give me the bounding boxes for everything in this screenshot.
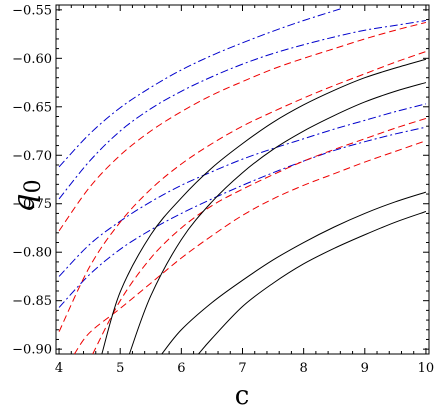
series-line-6 <box>58 51 427 332</box>
ticks-layer: 4 5 6 7 8 9 10 −0.55 −0.60 −0.65 −0.70 −0.75 −0.80 −0… <box>12 3 434 376</box>
series-line-5 <box>58 21 427 232</box>
x-tick-label: 7 <box>238 361 246 376</box>
x-tick-label: 8 <box>300 361 308 376</box>
series-line-12 <box>198 211 427 355</box>
x-tick-label: 5 <box>116 361 124 376</box>
y-tick-label: −0.70 <box>12 149 52 164</box>
y-tick-label: −0.80 <box>12 246 52 261</box>
y-tick-label: −0.85 <box>12 294 52 309</box>
series-layer <box>58 8 427 355</box>
y-tick-label: −0.60 <box>12 52 52 67</box>
x-tick-label: 4 <box>55 361 63 376</box>
series-line-7 <box>92 117 427 355</box>
y-axis-title-main: q <box>7 193 42 212</box>
series-line-10 <box>128 82 427 355</box>
x-tick-label: 9 <box>361 361 369 376</box>
series-line-9 <box>101 58 427 355</box>
series-line-2 <box>58 20 427 200</box>
x-tick-label: 6 <box>177 361 185 376</box>
y-tick-label: −0.75 <box>12 197 52 212</box>
series-line-4 <box>58 126 427 308</box>
y-axis-title-subscript: 0 <box>21 179 46 193</box>
x-tick-label: 10 <box>418 361 435 376</box>
y-tick-label: −0.55 <box>12 3 52 18</box>
y-axis-title: q0 <box>7 179 46 212</box>
series-line-1 <box>58 8 341 168</box>
x-axis-title: c <box>235 381 250 411</box>
plot-frame <box>55 4 430 355</box>
y-tick-label: −0.65 <box>12 100 52 115</box>
y-tick-label: −0.90 <box>12 343 52 358</box>
series-line-11 <box>161 191 427 355</box>
series-line-8 <box>73 140 427 355</box>
series-line-3 <box>58 103 427 277</box>
